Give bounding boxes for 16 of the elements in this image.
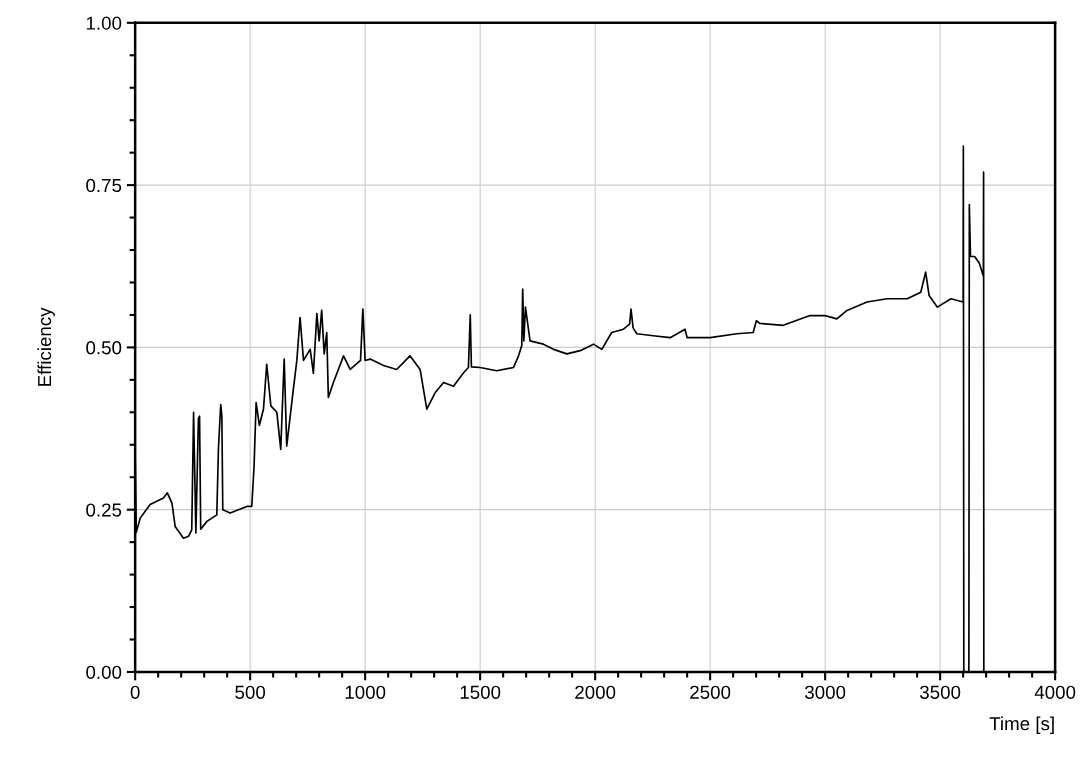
y-tick-label: 0.00 (86, 665, 122, 679)
x-tick-label: 4000 (1034, 685, 1076, 699)
y-tick-label: 0.75 (86, 178, 122, 193)
y-tick-label: 0.25 (86, 503, 122, 517)
y-axis-title: Efficiency (37, 307, 55, 386)
y-tick-label: 1.00 (86, 16, 122, 30)
x-tick-label: 3000 (804, 685, 846, 699)
x-tick-label: 3500 (919, 685, 961, 699)
x-tick-label: 1500 (460, 685, 501, 699)
x-tick-label: 1000 (345, 685, 386, 699)
x-tick-label: 500 (235, 685, 266, 699)
x-tick-label: 2500 (690, 685, 731, 699)
x-tick-label: 0 (130, 685, 140, 699)
y-tick-label: 0.50 (86, 341, 122, 355)
x-axis-title: Time [s] (989, 716, 1054, 734)
x-tick-label: 2000 (575, 685, 616, 699)
